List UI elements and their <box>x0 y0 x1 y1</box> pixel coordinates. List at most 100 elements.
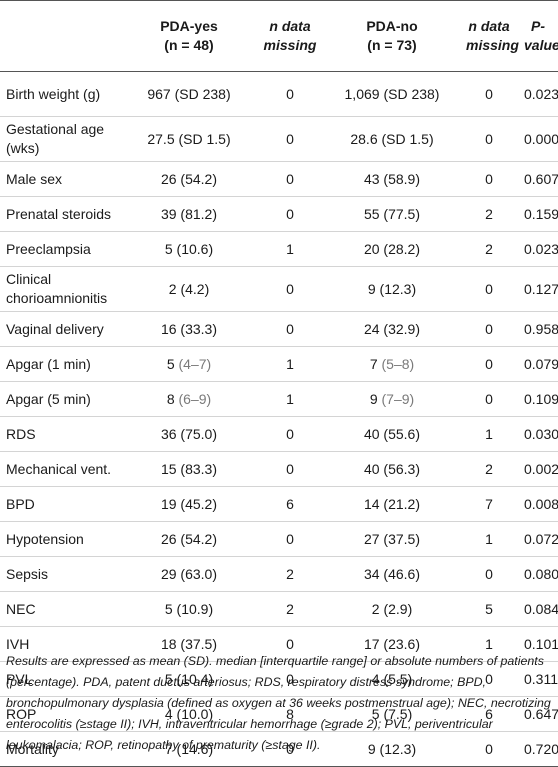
missing-yes-value: 0 <box>286 85 294 102</box>
iqr-range: (4–7) <box>178 355 212 372</box>
pda-no-value: 1,069 (SD 238) <box>344 85 440 102</box>
p-value: 0.101 <box>524 635 558 652</box>
pda-yes-value: 7 (14.6) <box>164 740 214 757</box>
missing-yes-value: 0 <box>286 130 294 147</box>
pda-yes-value: 36 (75.0) <box>160 425 218 442</box>
missing-no-value: 0 <box>485 85 493 102</box>
table-row: Vaginal delivery 16 (33.3) 0 24 (32.9) 0… <box>0 312 558 347</box>
table-row: BPD 19 (45.2) 6 14 (21.2) 7 0.008 <box>0 487 558 522</box>
missing-no-value: 1 <box>485 635 493 652</box>
header-pda-no: PDA-no (n = 73) <box>324 0 460 72</box>
p-value: 0.023 <box>524 85 558 102</box>
missing-no-value: 0 <box>485 355 493 372</box>
missing-no-value: 7 <box>485 495 493 512</box>
p-value: 0.000 <box>524 130 558 147</box>
row-label: BPD <box>6 495 35 512</box>
missing-no-value: 0 <box>485 390 493 407</box>
row-label: Apgar (1 min) <box>6 355 91 372</box>
table-row: Gestational age (wks) 27.5 (SD 1.5) 0 28… <box>0 117 558 162</box>
missing-yes-value: 2 <box>286 600 294 617</box>
pda-yes-value: 967 (SD 238) <box>147 85 231 102</box>
missing-no-value: 2 <box>485 240 493 257</box>
missing-yes-value: 6 <box>286 495 294 512</box>
table-row: Birth weight (g) 967 (SD 238) 0 1,069 (S… <box>0 72 558 117</box>
missing-yes-value: 1 <box>286 240 294 257</box>
pda-no-value: 4 (5.5) <box>371 670 413 687</box>
p-value: 0.084 <box>524 600 558 617</box>
pda-no-value: 9 (12.3) <box>367 280 417 297</box>
table-header-row: PDA-yes (n = 48) n data missing PDA-no (n =… <box>0 0 558 72</box>
missing-yes-value: 0 <box>286 170 294 187</box>
table-row: PVL 5 (10.4) 0 4 (5.5) 0 0.311 <box>0 662 558 697</box>
pda-yes-value: 27.5 (SD 1.5) <box>147 130 231 147</box>
row-label: Apgar (5 min) <box>6 390 91 407</box>
pda-yes-value: 26 (54.2) <box>160 170 218 187</box>
pda-no-value: 24 (32.9) <box>363 320 421 337</box>
missing-yes-value: 0 <box>286 740 294 757</box>
missing-no-value: 0 <box>485 670 493 687</box>
missing-no-value: 6 <box>485 705 493 722</box>
missing-no-value: 0 <box>485 280 493 297</box>
p-value: 0.080 <box>524 565 558 582</box>
table-row: Mortality 7 (14.6) 0 9 (12.3) 0 0.720 <box>0 732 558 767</box>
missing-no-value: 5 <box>485 600 493 617</box>
header-variable <box>0 0 122 72</box>
table-row: Hypotension 26 (54.2) 0 27 (37.5) 1 0.07… <box>0 522 558 557</box>
pda-yes-value: 2 (4.2) <box>168 280 210 297</box>
iqr-range: (5–8) <box>381 355 415 372</box>
pda-yes-value: 26 (54.2) <box>160 530 218 547</box>
header-p-value: P-value <box>518 0 558 72</box>
table-row: RDS 36 (75.0) 0 40 (55.6) 1 0.030 <box>0 417 558 452</box>
table-row: Clinical chorioamnionitis 2 (4.2) 0 9 (1… <box>0 267 558 312</box>
pda-yes-value: 5 (10.4) <box>164 670 214 687</box>
row-label: Birth weight (g) <box>6 85 101 102</box>
row-label: Clinical chorioamnionitis <box>6 271 108 306</box>
row-label: RDS <box>6 425 36 442</box>
row-label: Gestational age (wks) <box>6 121 105 156</box>
pda-yes-value: 8 (6–9) <box>166 390 212 407</box>
row-label: Prenatal steroids <box>6 205 112 222</box>
missing-yes-value: 0 <box>286 530 294 547</box>
table-row: Apgar (5 min) 8 (6–9) 1 9 (7–9) 0 0.109 <box>0 382 558 417</box>
pda-yes-value: 16 (33.3) <box>160 320 218 337</box>
missing-no-value: 2 <box>485 460 493 477</box>
p-value: 0.072 <box>524 530 558 547</box>
row-label: PVL <box>6 670 33 687</box>
missing-no-value: 1 <box>485 425 493 442</box>
pda-no-value: 34 (46.6) <box>363 565 421 582</box>
missing-no-value: 1 <box>485 530 493 547</box>
row-label: Mechanical vent. <box>6 460 112 477</box>
iqr-range: (7–9) <box>381 390 415 407</box>
missing-yes-value: 0 <box>286 205 294 222</box>
table-row: Male sex 26 (54.2) 0 43 (58.9) 0 0.607 <box>0 162 558 197</box>
pda-yes-value: 5 (10.6) <box>164 240 214 257</box>
row-label: Sepsis <box>6 565 49 582</box>
missing-yes-value: 0 <box>286 280 294 297</box>
p-value: 0.607 <box>524 170 558 187</box>
table-row: Mechanical vent. 15 (83.3) 0 40 (56.3) 2… <box>0 452 558 487</box>
pda-yes-value: 19 (45.2) <box>160 495 218 512</box>
p-value: 0.647 <box>524 705 558 722</box>
pda-yes-value: 15 (83.3) <box>160 460 218 477</box>
pda-no-value: 28.6 (SD 1.5) <box>350 130 434 147</box>
p-value: 0.109 <box>524 390 558 407</box>
pda-yes-value: 18 (37.5) <box>160 635 218 652</box>
missing-no-value: 2 <box>485 205 493 222</box>
table-row: Prenatal steroids 39 (81.2) 0 55 (77.5) … <box>0 197 558 232</box>
pda-no-value: 9 (7–9) <box>369 390 415 407</box>
p-value: 0.127 <box>524 280 558 297</box>
row-label: Preeclampsia <box>6 240 91 257</box>
pda-no-value: 14 (21.2) <box>363 495 421 512</box>
header-missing-no: n data missing <box>460 0 519 72</box>
missing-yes-value: 2 <box>286 565 294 582</box>
pda-no-value: 9 (12.3) <box>367 740 417 757</box>
table-row: ROP 4 (10.0) 8 5 (7.5) 6 0.647 <box>0 697 558 732</box>
pda-no-value: 40 (56.3) <box>363 460 421 477</box>
table-footnote: Results are expressed as mean (SD). medi… <box>6 654 551 752</box>
row-label: Vaginal delivery <box>6 320 104 337</box>
missing-yes-value: 1 <box>286 390 294 407</box>
pda-yes-value: 4 (10.0) <box>164 705 214 722</box>
p-value: 0.159 <box>524 205 558 222</box>
